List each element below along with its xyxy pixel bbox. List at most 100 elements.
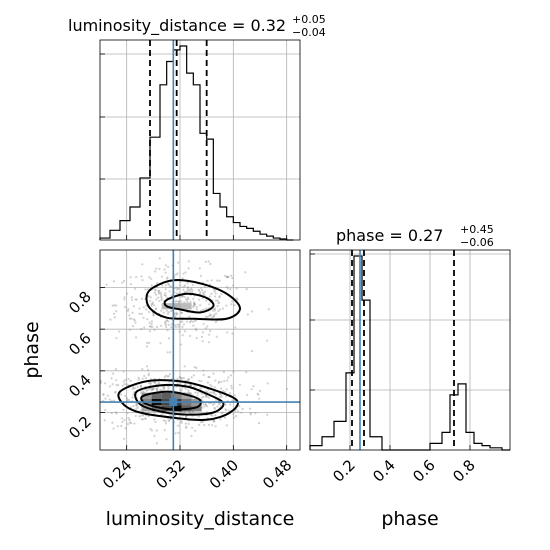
sample-point bbox=[135, 404, 138, 407]
sample-point bbox=[155, 442, 158, 445]
sample-point bbox=[187, 267, 190, 270]
sample-point bbox=[145, 345, 149, 348]
sample-point bbox=[203, 308, 206, 311]
sample-point bbox=[150, 389, 153, 392]
sample-point bbox=[207, 375, 210, 379]
sample-point bbox=[257, 393, 260, 396]
sample-point bbox=[165, 325, 168, 329]
sample-point bbox=[225, 304, 228, 307]
sample-point bbox=[214, 299, 218, 302]
sample-point bbox=[188, 321, 192, 324]
sample-point bbox=[161, 284, 164, 287]
sample-point bbox=[204, 315, 208, 318]
sample-point bbox=[220, 412, 223, 415]
sample-point bbox=[223, 390, 227, 394]
sample-point bbox=[159, 324, 163, 327]
sample-point bbox=[135, 298, 138, 301]
sample-point bbox=[221, 411, 224, 414]
sample-point bbox=[168, 373, 172, 376]
sample-point bbox=[151, 302, 154, 306]
sample-point bbox=[187, 260, 190, 263]
sample-point bbox=[180, 376, 183, 380]
sample-point bbox=[205, 395, 208, 398]
sample-point bbox=[212, 372, 215, 375]
sample-point bbox=[109, 318, 112, 321]
sample-point bbox=[196, 394, 199, 397]
phase-histogram: phase = 0.27 +0.45 −0.06 bbox=[309, 223, 511, 451]
sample-point bbox=[181, 295, 185, 298]
sample-point bbox=[199, 291, 202, 294]
sample-point bbox=[196, 391, 199, 394]
sample-point bbox=[200, 396, 203, 399]
sample-point bbox=[258, 397, 261, 400]
sample-point bbox=[139, 385, 143, 389]
sample-point bbox=[189, 287, 193, 290]
sample-point bbox=[175, 311, 178, 315]
sample-point bbox=[165, 319, 169, 322]
sample-point bbox=[135, 275, 138, 279]
sample-point bbox=[223, 379, 226, 383]
sample-point bbox=[203, 290, 207, 293]
sample-point bbox=[147, 310, 151, 314]
sample-point bbox=[121, 281, 124, 284]
sample-point bbox=[225, 424, 228, 427]
sample-point bbox=[195, 305, 198, 309]
sample-point bbox=[208, 315, 211, 318]
sample-point bbox=[225, 388, 228, 391]
sample-point bbox=[167, 283, 171, 286]
sample-point bbox=[191, 288, 194, 291]
sample-point bbox=[148, 276, 151, 279]
sample-point bbox=[245, 288, 248, 291]
sample-point bbox=[212, 315, 216, 318]
sample-point bbox=[149, 381, 152, 385]
sample-point bbox=[214, 292, 217, 295]
sample-point bbox=[184, 383, 187, 386]
sample-point bbox=[160, 413, 163, 416]
sample-point bbox=[154, 307, 158, 310]
sample-point bbox=[159, 291, 163, 294]
sample-point bbox=[162, 386, 165, 389]
sample-point bbox=[221, 389, 225, 393]
sample-point bbox=[206, 381, 209, 384]
sample-point bbox=[152, 387, 155, 390]
sample-point bbox=[214, 307, 217, 310]
sample-point bbox=[197, 415, 200, 418]
sample-point bbox=[183, 301, 186, 304]
sample-point bbox=[214, 295, 217, 298]
sample-point bbox=[224, 274, 227, 277]
sample-point bbox=[236, 298, 239, 301]
sample-point bbox=[183, 295, 186, 299]
sample-point bbox=[108, 398, 111, 401]
sample-point bbox=[218, 296, 221, 299]
sample-point bbox=[199, 309, 203, 312]
sample-point bbox=[140, 297, 144, 300]
sample-point bbox=[212, 420, 215, 423]
sample-point bbox=[154, 270, 157, 273]
sample-point bbox=[235, 297, 238, 300]
sample-point bbox=[147, 372, 150, 375]
phase-histogram-frame bbox=[309, 249, 511, 451]
sample-point bbox=[245, 393, 249, 397]
sample-point bbox=[234, 326, 237, 329]
x-tick-label-luminosity-distance-1: 0.32 bbox=[152, 456, 188, 492]
sample-point bbox=[155, 388, 158, 391]
sample-point bbox=[140, 409, 143, 412]
sample-point bbox=[200, 335, 204, 339]
sample-point bbox=[177, 301, 180, 304]
sample-point bbox=[147, 374, 150, 377]
sample-point bbox=[193, 366, 196, 369]
sample-point bbox=[164, 292, 167, 295]
sample-point bbox=[229, 403, 232, 406]
sample-point bbox=[226, 379, 229, 382]
sample-point bbox=[152, 313, 155, 317]
sample-point bbox=[202, 395, 205, 399]
sample-point bbox=[223, 416, 227, 419]
sample-point bbox=[131, 311, 134, 314]
phase-histogram-steps bbox=[309, 255, 510, 451]
sample-point bbox=[192, 324, 195, 327]
density-cell-3 bbox=[171, 392, 182, 399]
sample-point bbox=[127, 398, 131, 402]
phase-title-lower: −0.06 bbox=[460, 236, 494, 249]
sample-point bbox=[151, 387, 154, 391]
density-cell-12 bbox=[151, 405, 162, 412]
